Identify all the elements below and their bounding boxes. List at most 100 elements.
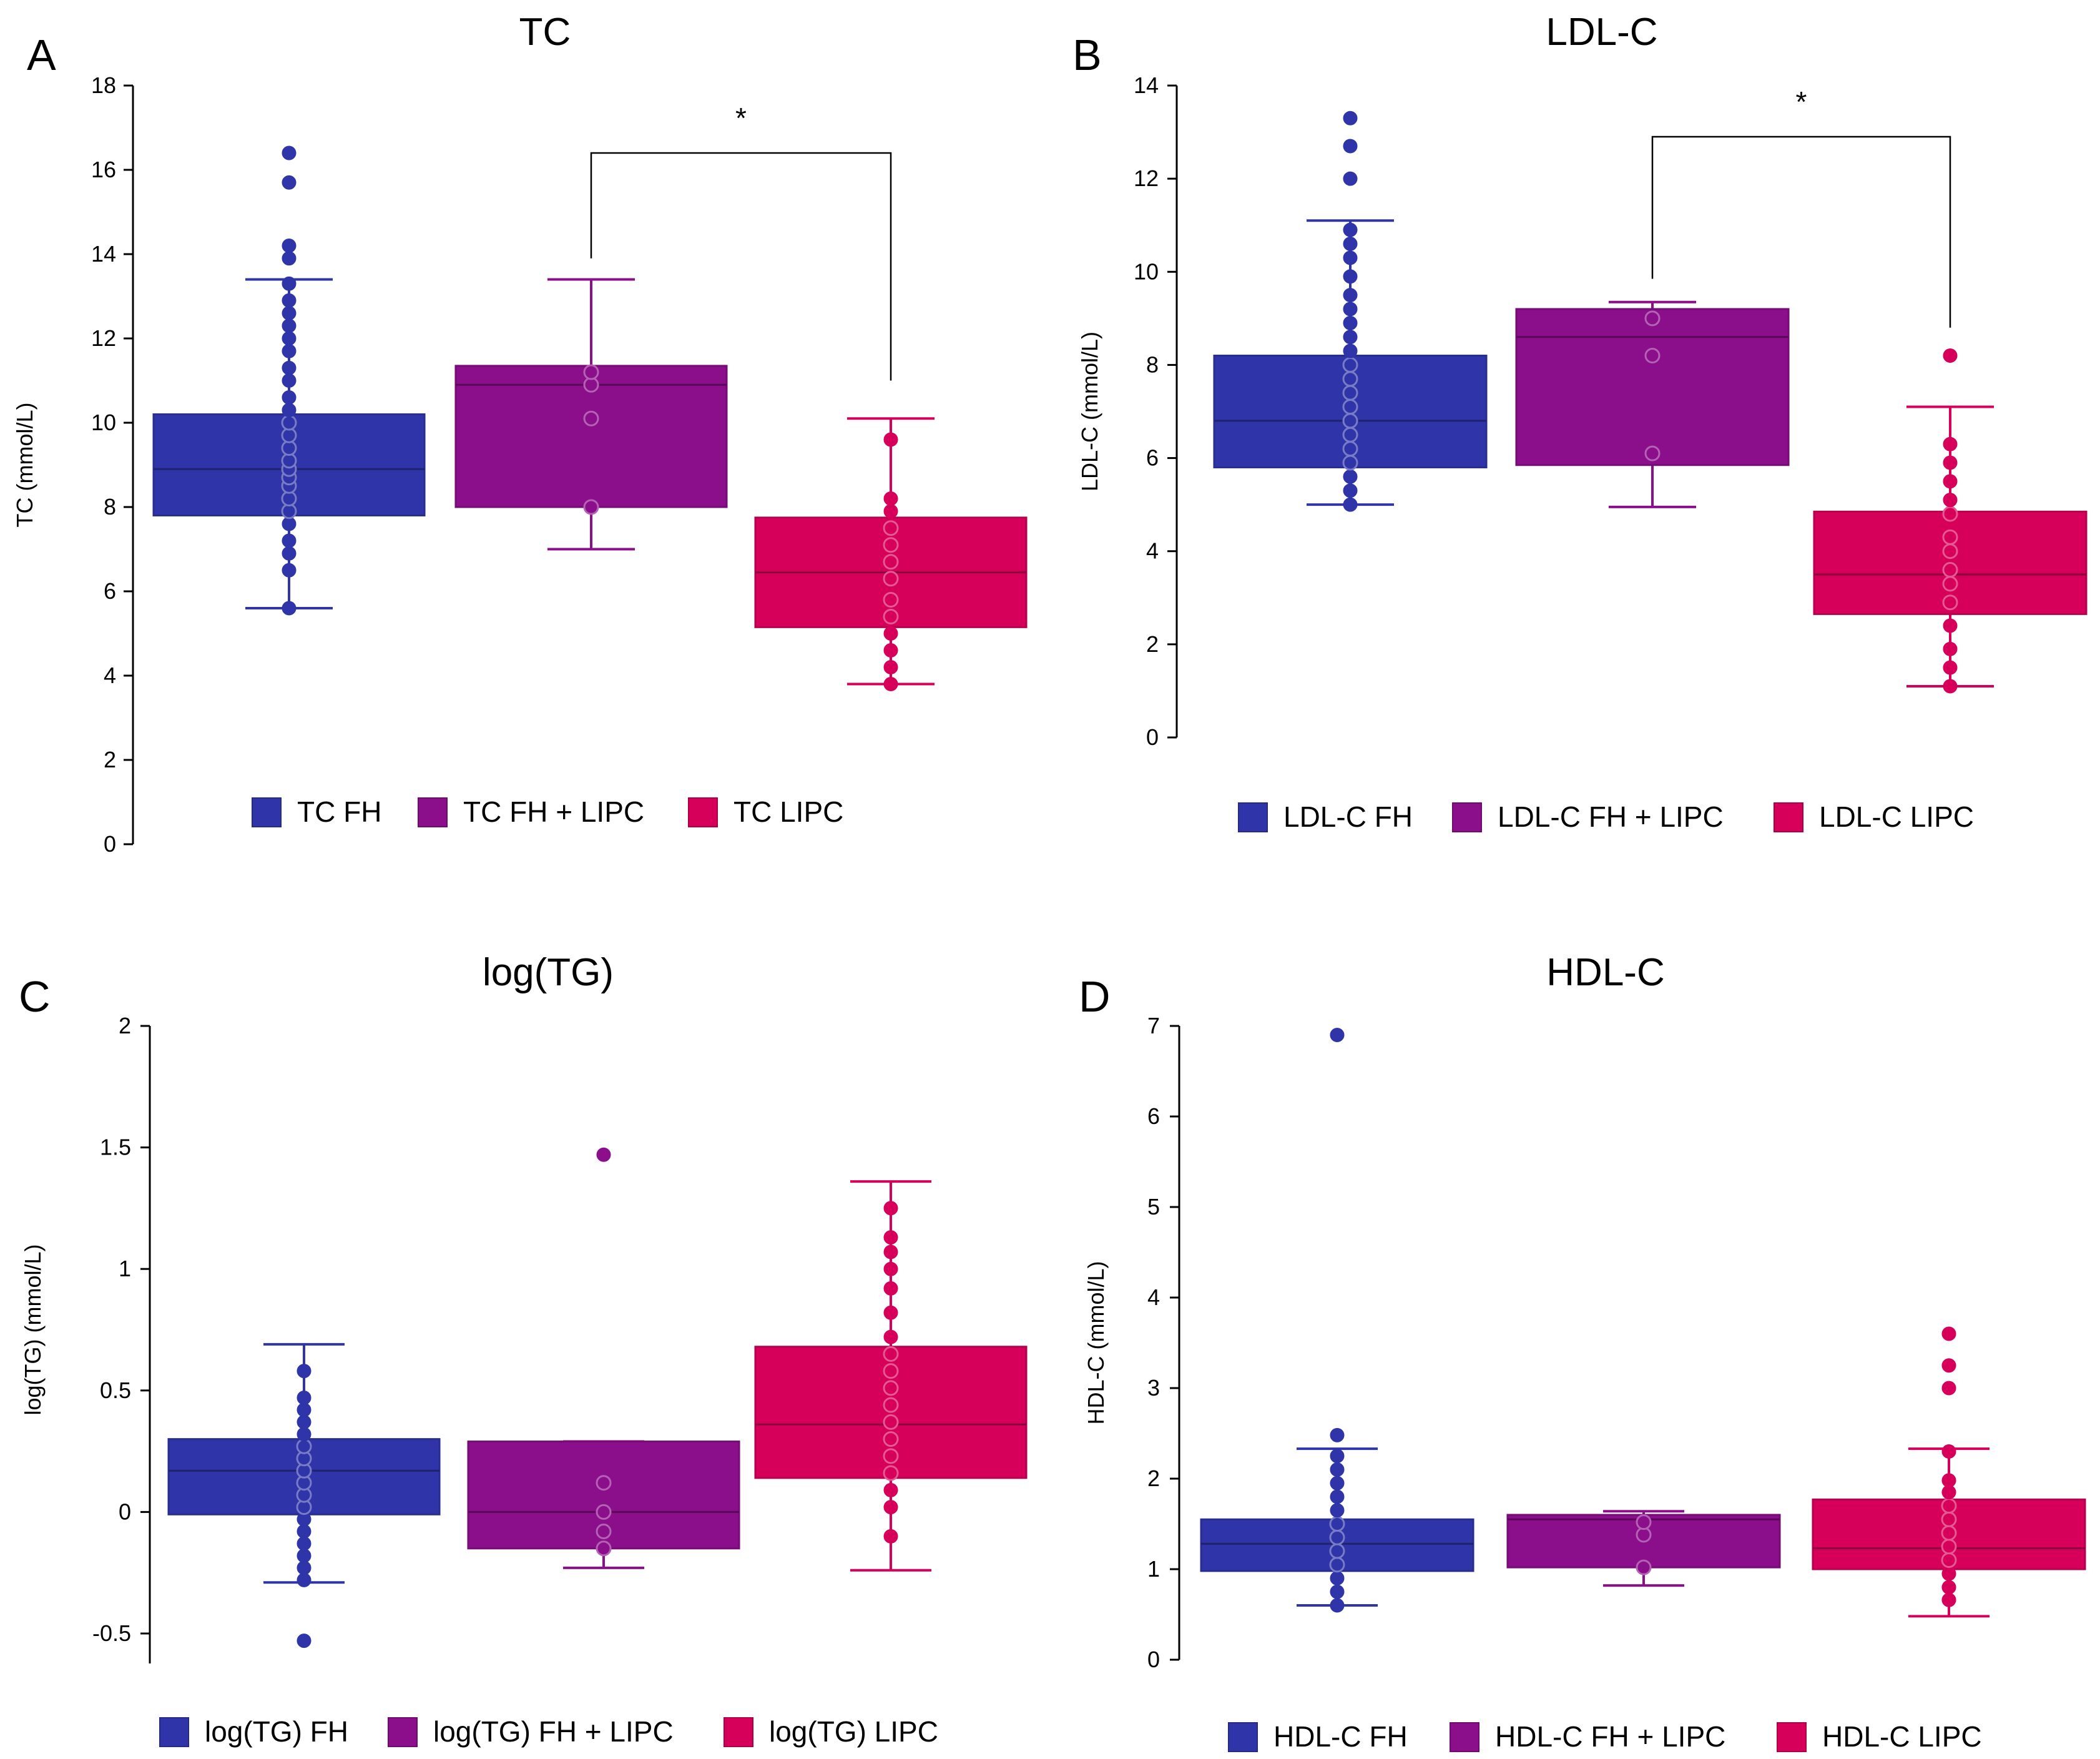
data-point	[282, 373, 297, 388]
data-point	[297, 1427, 312, 1442]
y-tick-label: 4	[1146, 538, 1159, 564]
y-tick-label: 1	[119, 1256, 131, 1281]
legend-label: TC LIPC	[734, 796, 843, 828]
data-point	[281, 415, 297, 431]
panel-a: A TC TC (mmol/L) 0 2 4 6 8 10 12 14 16 18 * TC FH TC FH…	[12, 11, 1028, 857]
data-point	[281, 503, 297, 520]
data-point	[883, 1431, 899, 1447]
legend-label: log(TG) FH	[205, 1715, 348, 1748]
y-tick-label: 0.5	[100, 1377, 131, 1403]
legend-swatch	[1774, 802, 1803, 832]
data-point	[282, 390, 297, 405]
data-point	[1644, 310, 1661, 327]
data-point	[282, 331, 297, 346]
data-point	[1330, 1598, 1345, 1613]
data-point	[297, 1524, 312, 1539]
y-tick-label: 1	[1147, 1556, 1160, 1582]
data-point	[1943, 474, 1958, 489]
data-point	[1943, 660, 1958, 675]
data-point	[1941, 1444, 1956, 1459]
box-group-2	[454, 278, 728, 551]
legend-item-2: HDL-C FH + LIPC	[1450, 1720, 1725, 1753]
data-point	[1329, 1516, 1345, 1532]
data-point	[297, 1633, 312, 1648]
data-point	[1330, 1584, 1345, 1599]
y-tick-label: 8	[1146, 352, 1159, 377]
data-point	[883, 609, 899, 624]
data-point	[1343, 330, 1358, 345]
data-point	[1943, 348, 1958, 363]
data-point	[1644, 445, 1661, 461]
data-point	[596, 1524, 612, 1540]
data-point	[281, 491, 297, 506]
legend-label: LDL-C LIPC	[1819, 801, 1974, 833]
data-point	[1342, 385, 1358, 401]
box-group-1	[167, 1343, 441, 1648]
y-tick-label: 12	[1134, 165, 1159, 191]
data-point	[883, 1529, 898, 1544]
legend-item-1: LDL-C FH	[1238, 801, 1413, 833]
data-point	[282, 175, 297, 190]
data-point	[1329, 1543, 1345, 1559]
data-point	[282, 546, 297, 561]
data-point	[1342, 413, 1358, 429]
data-point	[1343, 483, 1358, 498]
data-point	[883, 1363, 899, 1379]
box-group-3	[1813, 348, 2088, 694]
y-tick-label: 2	[1146, 631, 1159, 657]
data-point	[1943, 679, 1958, 694]
data-point	[1941, 1473, 1956, 1488]
data-point	[883, 1261, 898, 1276]
data-point	[883, 643, 898, 658]
data-point	[1941, 1511, 1957, 1527]
data-point	[297, 1402, 312, 1417]
panel-label: B	[1072, 31, 1102, 79]
data-point	[1342, 441, 1358, 457]
data-point	[1343, 237, 1358, 252]
data-point	[1636, 1527, 1652, 1543]
y-axis-label: HDL-C (mmol/L)	[1083, 1261, 1109, 1424]
data-point	[1342, 357, 1358, 373]
data-point	[883, 1201, 898, 1216]
data-point	[1943, 618, 1958, 633]
y-tick-label: 6	[104, 578, 116, 604]
data-point	[1342, 426, 1358, 443]
data-point	[1942, 576, 1958, 592]
data-point	[883, 660, 898, 674]
data-point	[1330, 1503, 1345, 1518]
data-point	[1636, 1559, 1652, 1575]
legend-item-2: log(TG) FH + LIPC	[388, 1715, 674, 1748]
data-point	[1644, 348, 1661, 364]
data-point	[1942, 594, 1958, 611]
data-point	[1941, 1552, 1957, 1568]
data-point	[282, 403, 297, 418]
legend-label: LDL-C FH	[1283, 801, 1413, 833]
data-point	[883, 1414, 899, 1430]
data-point	[1343, 250, 1358, 265]
legend-item-2: LDL-C FH + LIPC	[1452, 801, 1724, 833]
data-point	[596, 1475, 612, 1491]
data-point	[1941, 1525, 1957, 1541]
data-point	[883, 1230, 898, 1245]
data-point	[1941, 1592, 1956, 1607]
y-axis-label: LDL-C (mmol/L)	[1077, 332, 1102, 491]
data-point	[282, 318, 297, 333]
data-point	[282, 306, 297, 320]
data-point	[282, 533, 297, 548]
data-point	[883, 432, 898, 447]
y-tick-label: 3	[1147, 1375, 1160, 1401]
chart-title: log(TG)	[483, 951, 614, 994]
y-tick-label: 7	[1147, 1013, 1160, 1038]
legend-item-3: TC LIPC	[688, 796, 843, 828]
y-tick-label: 14	[1134, 72, 1159, 98]
data-point	[883, 626, 898, 641]
y-tick-label: -0.5	[92, 1620, 131, 1646]
box-group-1	[1213, 111, 1488, 512]
box-group-2	[467, 1147, 740, 1569]
legend-item-1: TC FH	[252, 796, 381, 828]
legend-label: log(TG) FH + LIPC	[433, 1715, 674, 1748]
data-point	[1330, 1476, 1345, 1490]
data-point	[883, 1465, 899, 1481]
data-point	[281, 427, 297, 443]
data-point	[1330, 1028, 1345, 1042]
